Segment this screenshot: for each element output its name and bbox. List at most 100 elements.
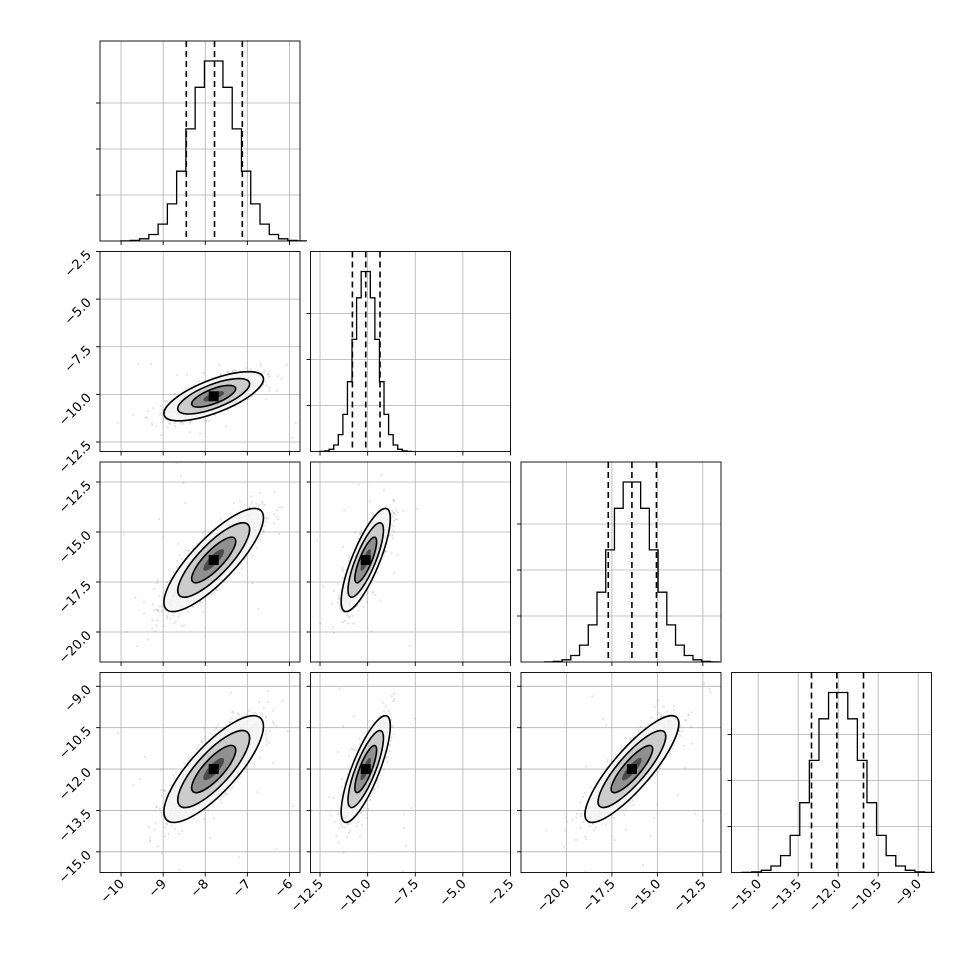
sample-point [258, 503, 261, 506]
sample-point [169, 617, 172, 620]
sample-point [565, 820, 569, 823]
panel-frame [99, 251, 301, 452]
sample-point [349, 615, 352, 618]
sample-point [373, 787, 376, 790]
sample-point [393, 512, 396, 515]
sample-point [413, 717, 416, 720]
sample-point [389, 739, 392, 742]
sample-point [265, 743, 268, 746]
sample-point [338, 597, 341, 601]
sample-point [259, 756, 262, 759]
sample-point [155, 581, 159, 585]
sample-point [261, 502, 264, 505]
sample-point [385, 756, 388, 759]
sample-point [317, 569, 319, 571]
sample-point [265, 517, 268, 520]
sample-point [209, 836, 212, 840]
sample-point [372, 513, 375, 517]
sample-point [156, 619, 159, 622]
sample-point [162, 419, 165, 422]
scatter-grid [310, 462, 511, 662]
sample-point [173, 422, 176, 425]
sample-point [125, 630, 128, 633]
sample-point [637, 728, 640, 731]
sample-point [366, 592, 369, 595]
scatter-panel-3-0 [99, 672, 301, 873]
density-peak [208, 391, 219, 402]
sample-point [258, 491, 262, 495]
sample-point [392, 692, 396, 696]
sample-point [255, 547, 259, 550]
sample-point [267, 741, 271, 745]
sample-point [419, 925, 421, 927]
sample-point [272, 722, 275, 725]
sample-point [278, 532, 281, 536]
sample-point [392, 699, 395, 703]
sample-point [382, 554, 386, 557]
sample-point [393, 571, 396, 574]
sample-point [172, 774, 175, 777]
sample-point [224, 791, 227, 794]
sample-point [581, 821, 585, 824]
sample-point [192, 817, 195, 820]
sample-point [218, 373, 222, 377]
sample-point [365, 601, 368, 604]
sample-point [359, 812, 362, 815]
sample-point [175, 462, 178, 464]
sample-point [264, 733, 267, 736]
sample-point [631, 799, 634, 802]
sample-point [410, 806, 413, 809]
sample-point [575, 812, 578, 816]
sample-point [155, 806, 158, 809]
sample-point [192, 383, 195, 386]
sample-point [138, 777, 141, 781]
sample-point [212, 591, 215, 595]
sample-point [358, 532, 362, 536]
sample-point [186, 610, 190, 613]
sample-point [188, 420, 192, 423]
sample-point [181, 422, 184, 425]
sample-point [160, 414, 164, 417]
sample-point [376, 571, 379, 574]
sample-point [164, 825, 167, 829]
sample-point [393, 500, 396, 503]
hist-panel-0 [96, 40, 307, 242]
sample-point [347, 559, 350, 562]
scatter-grid [100, 672, 300, 873]
sample-point [315, 539, 318, 543]
sample-point [384, 550, 387, 553]
sample-point [78, 433, 80, 435]
sample-point [178, 868, 181, 871]
hist-panel-3 [727, 672, 935, 874]
sample-point [183, 624, 186, 627]
sample-point [237, 713, 241, 716]
sample-point [158, 412, 162, 416]
sample-point [135, 644, 138, 648]
sample-point [359, 835, 362, 838]
sample-point [376, 785, 379, 788]
sample-point [149, 839, 152, 842]
sample-point [175, 565, 178, 568]
sample-point [165, 616, 168, 620]
sample-point [360, 824, 363, 827]
sample-point [388, 749, 391, 752]
sample-point [276, 509, 279, 512]
sample-point [286, 730, 289, 733]
sample-point [337, 811, 340, 814]
sample-point [355, 749, 358, 752]
sample-point [340, 785, 344, 789]
sample-point [116, 421, 119, 424]
sample-point [231, 710, 234, 713]
sample-point [346, 614, 349, 617]
sample-point [384, 550, 387, 553]
sample-point [237, 777, 240, 781]
sample-point [219, 798, 222, 801]
sample-point [337, 596, 340, 600]
sample-point [383, 456, 385, 458]
sample-point [167, 832, 170, 836]
sample-point [371, 590, 375, 593]
sample-point [175, 771, 178, 774]
sample-point [164, 401, 168, 404]
sample-point [257, 700, 260, 703]
panel-frame [731, 672, 932, 873]
